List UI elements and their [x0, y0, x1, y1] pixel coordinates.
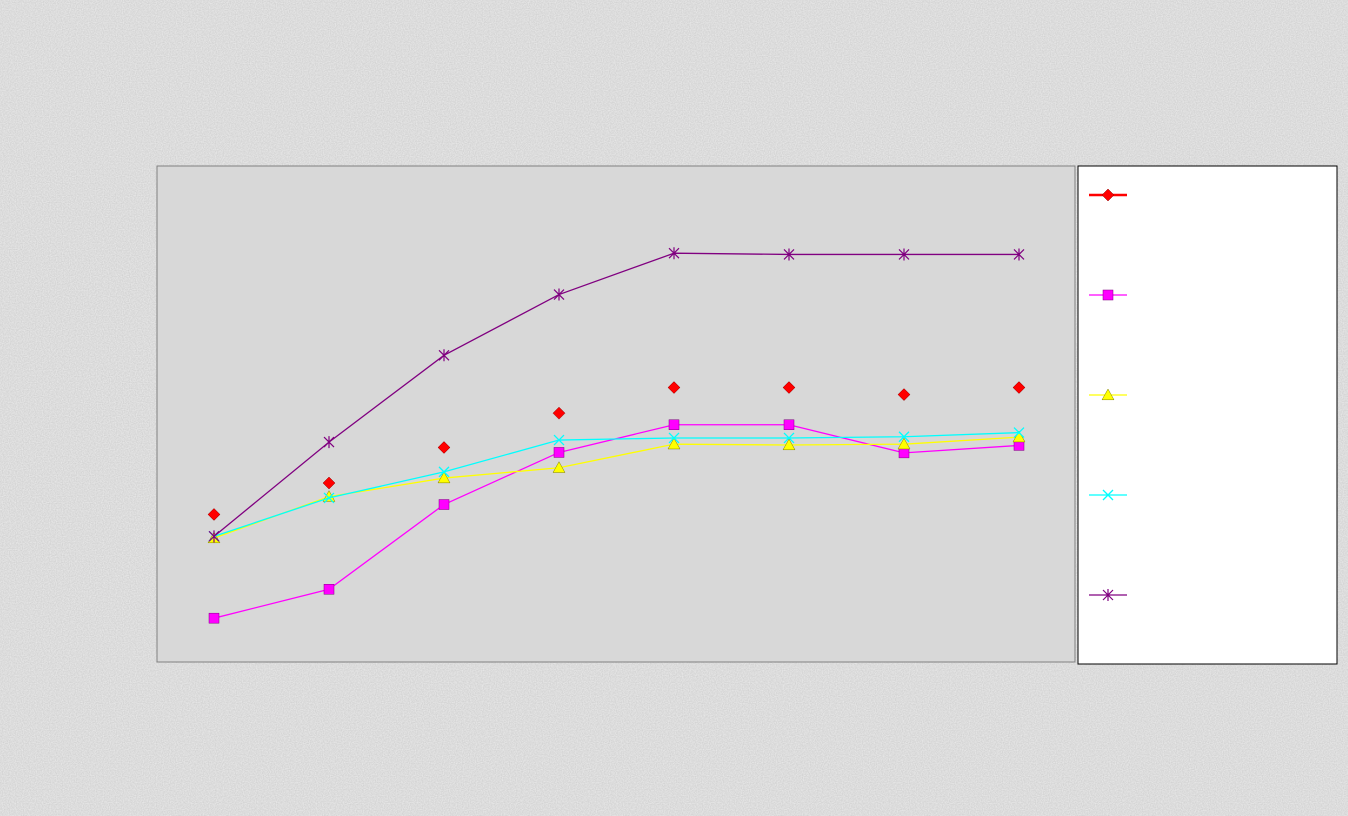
- series-1-point-2: [322, 476, 336, 490]
- legend-item-4: [1089, 489, 1127, 501]
- series-4-point-8: [1013, 427, 1025, 439]
- legend-marker-4: [1102, 489, 1114, 501]
- series-4-point-7: [898, 431, 910, 443]
- series-5-point-5: [668, 247, 680, 260]
- series-4-point-5: [668, 432, 680, 444]
- series-5-point-1: [208, 530, 220, 543]
- legend-item-3: [1089, 388, 1127, 401]
- series-4-point-2: [323, 492, 335, 504]
- legend-items: [1089, 188, 1127, 601]
- legend-marker-1: [1101, 188, 1115, 202]
- series-2-point-2: [323, 584, 335, 595]
- legend: [1077, 165, 1338, 665]
- legend-item-1: [1089, 188, 1127, 202]
- series-5-point-3: [438, 349, 450, 362]
- series-4-point-4: [553, 434, 565, 446]
- series-4-point-3: [438, 466, 450, 478]
- series-5-point-8: [1013, 248, 1025, 261]
- series-3-point-3: [437, 471, 451, 484]
- series-3-point-5: [667, 437, 681, 450]
- series-5-line: [213, 252, 1019, 537]
- legend-marker-2: [1102, 289, 1114, 301]
- legend-marker-3: [1101, 388, 1115, 401]
- series-1-point-6: [782, 381, 796, 394]
- series-5-point-4: [553, 288, 565, 301]
- series-layer: [207, 247, 1026, 624]
- series-2-point-5: [668, 419, 680, 430]
- series-5-point-6: [783, 248, 795, 261]
- legend-item-5: [1089, 589, 1127, 601]
- series-1-point-4: [552, 406, 566, 420]
- series-1: [207, 381, 1026, 521]
- series-3-point-6: [782, 438, 796, 451]
- series-5-point-2: [323, 436, 335, 449]
- series-5: [208, 247, 1025, 543]
- series-2-point-1: [208, 612, 220, 624]
- series-1-point-8: [1012, 381, 1026, 394]
- series-2-point-6: [783, 419, 795, 430]
- legend-box: [1077, 165, 1338, 665]
- series-2-point-3: [438, 499, 450, 510]
- plot-area: [156, 165, 1076, 663]
- series-1-point-7: [897, 388, 911, 401]
- series-2-point-7: [898, 447, 910, 459]
- series-3-point-7: [897, 437, 911, 450]
- series-1-point-5: [667, 381, 681, 394]
- series-4-line: [213, 431, 1020, 537]
- series-3-point-8: [1012, 430, 1026, 443]
- series-2-point-4: [553, 447, 565, 458]
- series-1-point-1: [207, 508, 221, 521]
- series-5-point-7: [898, 248, 910, 261]
- series-3-point-4: [552, 461, 566, 473]
- legend-marker-5: [1102, 589, 1114, 601]
- series-4-point-6: [783, 432, 795, 444]
- series-1-point-3: [437, 441, 451, 454]
- legend-item-2: [1089, 289, 1127, 301]
